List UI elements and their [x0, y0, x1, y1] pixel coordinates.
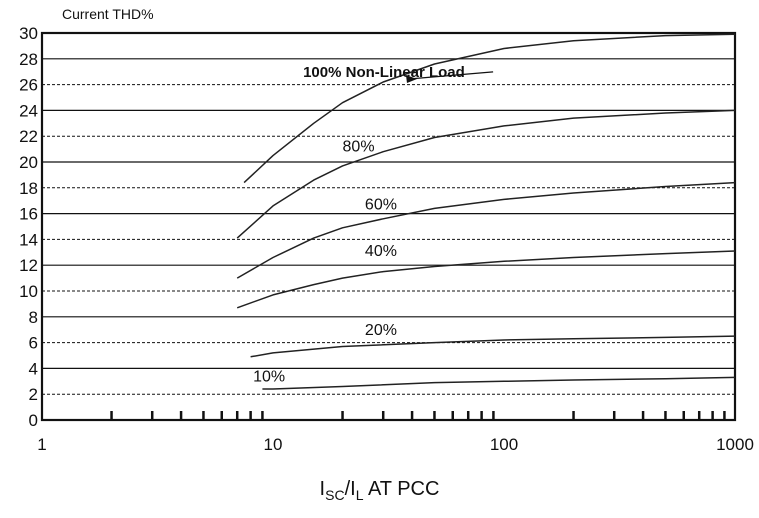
series-label: 40% — [365, 243, 397, 260]
y-tick-label: 30 — [19, 24, 38, 43]
y-tick-label: 14 — [19, 230, 38, 249]
x-tick-label: 100 — [490, 435, 518, 454]
annotation-arrow-head — [405, 75, 417, 84]
y-tick-label: 4 — [29, 359, 38, 378]
x-axis-label-sub2: L — [355, 487, 364, 503]
y-tick-label: 24 — [19, 101, 38, 120]
y-tick-label: 22 — [19, 127, 38, 146]
plot-frame — [40, 31, 737, 422]
x-axis-label: ISC/IL AT PCC — [0, 478, 759, 503]
x-axis-label-slash: / — [344, 478, 351, 500]
series-line — [236, 250, 736, 309]
y-tick-label: 10 — [19, 282, 38, 301]
series-line — [236, 181, 736, 279]
x-axis-label-i1: I — [319, 478, 326, 500]
series-label: 80% — [343, 139, 375, 156]
series-label: 20% — [365, 322, 397, 339]
y-tick-label: 2 — [29, 385, 38, 404]
series-line — [243, 33, 736, 184]
x-axis-label-i2: I — [350, 478, 356, 500]
x-tick-label: 10 — [264, 435, 283, 454]
y-tick-label: 12 — [19, 256, 38, 275]
series-label: 10% — [253, 368, 285, 385]
x-tick-label: 1 — [37, 435, 46, 454]
series-label: 60% — [365, 197, 397, 214]
series-line — [262, 376, 736, 390]
y-tick-label: 26 — [19, 76, 38, 95]
y-tick-label: 20 — [19, 153, 38, 172]
x-axis-label-sub1: SC — [325, 487, 345, 503]
y-tick-label: 0 — [29, 411, 38, 430]
y-tick-label: 8 — [29, 308, 38, 327]
y-tick-label: 28 — [19, 50, 38, 69]
series-line — [236, 109, 736, 239]
annotation-arrow-line — [408, 71, 494, 80]
x-tick-label: 1000 — [716, 435, 754, 454]
y-tick-label: 18 — [19, 179, 38, 198]
y-tick-label: 16 — [19, 205, 38, 224]
y-axis-label: Current THD% — [62, 6, 154, 22]
x-axis-label-rest: AT PCC — [363, 478, 440, 500]
y-tick-label: 6 — [29, 334, 38, 353]
series-line — [250, 335, 736, 358]
series-label: 100% Non-Linear Load — [303, 64, 465, 81]
